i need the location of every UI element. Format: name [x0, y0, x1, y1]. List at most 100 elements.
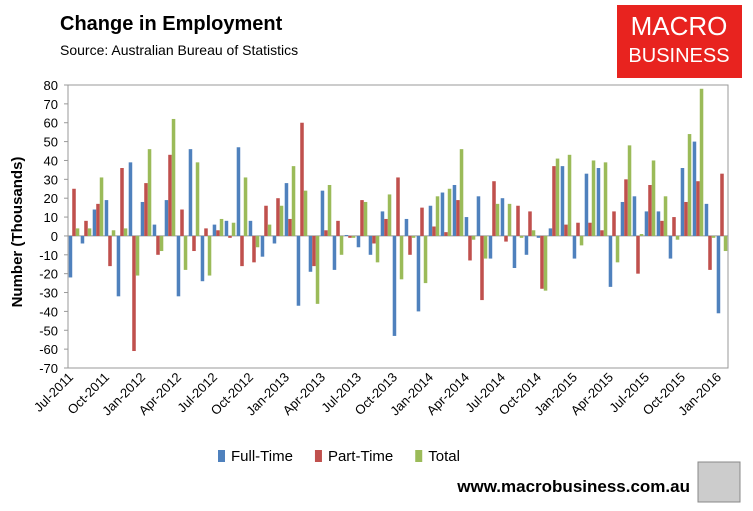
bar [276, 198, 280, 236]
bar [308, 235, 313, 272]
y-tick-label: 20 [44, 191, 58, 206]
bar [684, 201, 688, 236]
bar [312, 235, 316, 267]
bar [303, 190, 308, 236]
bar [104, 200, 109, 236]
bar [468, 235, 472, 261]
bar [531, 230, 536, 236]
bar [704, 203, 709, 236]
bar [252, 235, 256, 263]
y-tick-label: 10 [44, 210, 58, 225]
bar [300, 122, 304, 236]
bar [416, 235, 421, 312]
bar [92, 209, 97, 236]
y-tick-label: -70 [39, 361, 58, 376]
bar [540, 235, 544, 289]
bar [320, 190, 325, 236]
bar [512, 235, 517, 269]
bar [72, 188, 76, 236]
bar [387, 194, 392, 236]
bar [99, 177, 104, 236]
bar [195, 162, 200, 236]
bar [219, 218, 224, 236]
plot-area [67, 84, 729, 369]
y-tick-label: -20 [39, 267, 58, 282]
bar [399, 235, 404, 280]
bar [356, 235, 361, 248]
bar [720, 173, 724, 236]
bar [240, 235, 244, 267]
legend-swatch [218, 450, 225, 462]
bar [75, 228, 80, 236]
bar [411, 235, 416, 238]
bar [372, 235, 376, 244]
bar [591, 160, 596, 236]
bar [612, 211, 616, 236]
bar [524, 235, 529, 255]
bar [675, 235, 680, 240]
bar [660, 220, 664, 236]
bar [576, 222, 580, 236]
bar [132, 235, 136, 352]
logo-text: BUSINESS [628, 45, 729, 67]
bar [200, 235, 205, 282]
bar [420, 207, 424, 236]
y-axis-label: Number (Thousands) [9, 157, 26, 308]
bar [108, 235, 112, 267]
bar [440, 192, 445, 236]
bar [444, 232, 448, 236]
bar [392, 235, 397, 336]
bar [552, 166, 556, 236]
bar [360, 200, 364, 236]
bar [428, 205, 433, 236]
bar [344, 234, 349, 236]
bar [224, 220, 229, 236]
bar [423, 235, 428, 284]
bar [168, 154, 172, 236]
wolf-logo [697, 461, 741, 503]
bar [192, 235, 196, 252]
bar [488, 235, 493, 259]
bar [363, 201, 368, 236]
bar [536, 235, 541, 238]
bar [584, 173, 589, 236]
bar [284, 183, 289, 236]
chart-title: Change in Employment [60, 13, 283, 35]
bar [492, 181, 496, 236]
bar [716, 235, 721, 314]
bar [339, 235, 344, 255]
bar [80, 235, 85, 244]
bar [368, 235, 373, 255]
bar [459, 149, 464, 236]
bar [708, 235, 712, 270]
bar [351, 235, 356, 238]
bar [644, 211, 649, 236]
bar [228, 235, 232, 238]
bar [435, 196, 440, 236]
y-tick-label: 80 [44, 78, 58, 93]
y-tick-label: -50 [39, 323, 58, 338]
bar [560, 166, 565, 236]
y-tick-label: 60 [44, 116, 58, 131]
y-tick-label: -30 [39, 286, 58, 301]
bar [272, 235, 277, 244]
bar [656, 211, 661, 236]
bar [231, 222, 236, 236]
bar [128, 162, 133, 236]
bar [87, 228, 92, 236]
bar [696, 181, 700, 236]
bar [555, 158, 560, 236]
bar [624, 179, 628, 236]
bar [456, 200, 460, 236]
bar [120, 168, 124, 236]
bar [543, 235, 548, 291]
bar [528, 211, 532, 236]
bar [615, 235, 620, 263]
bar [471, 235, 476, 240]
bar [699, 88, 704, 236]
bar [596, 168, 601, 236]
bar [632, 196, 637, 236]
bar [548, 228, 553, 236]
bar [567, 154, 572, 236]
